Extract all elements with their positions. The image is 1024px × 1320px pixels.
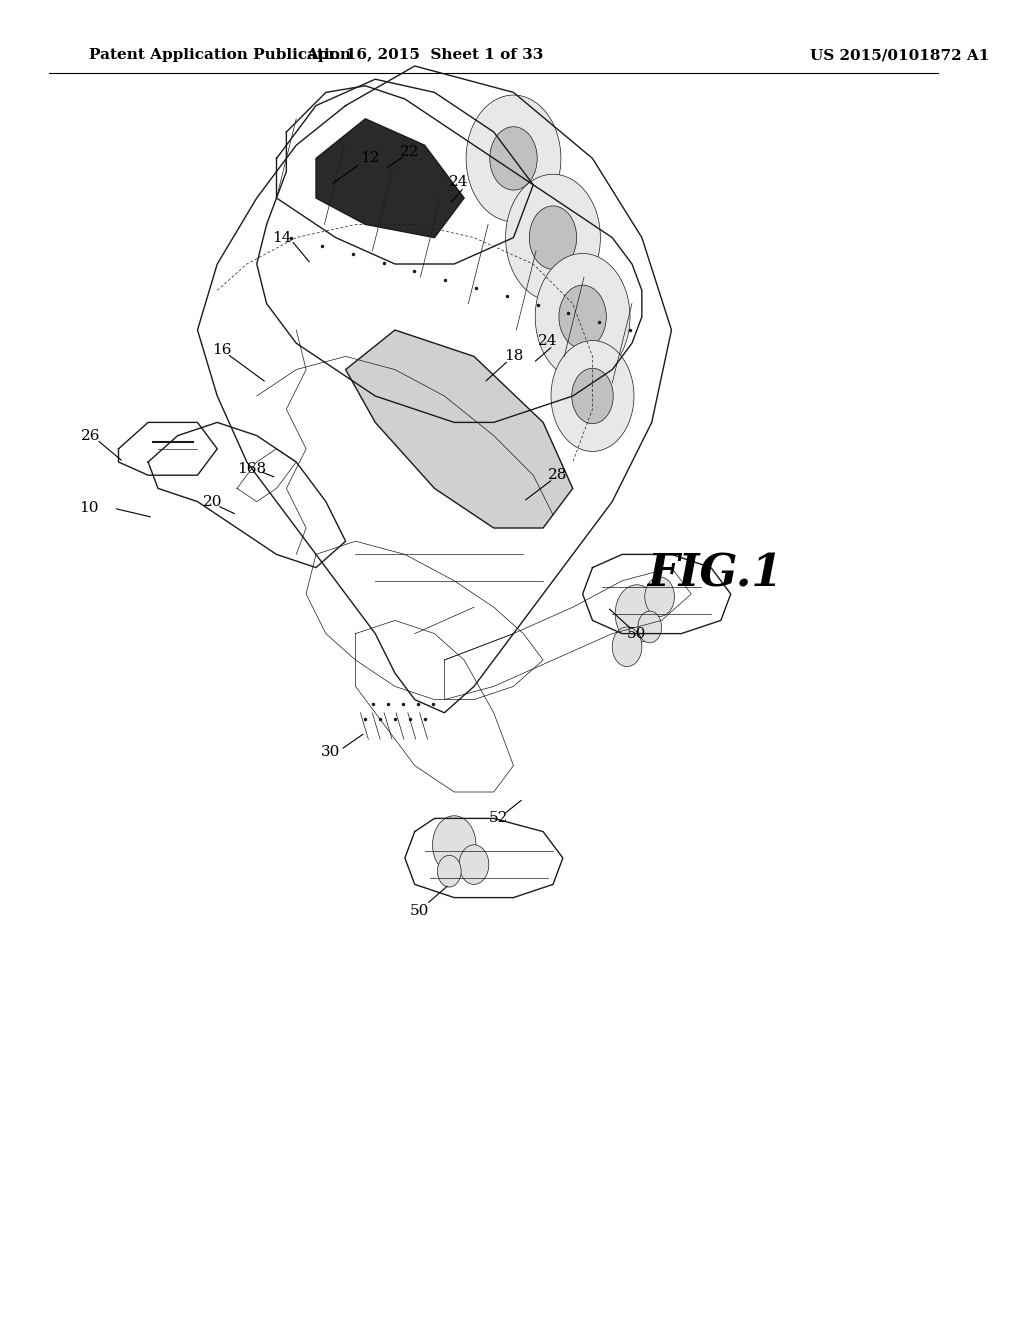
Text: FIG.1: FIG.1 [647, 553, 782, 595]
Text: 26: 26 [81, 429, 100, 442]
Text: 22: 22 [400, 145, 420, 158]
Circle shape [551, 341, 634, 451]
Text: 168: 168 [238, 462, 266, 475]
Circle shape [615, 585, 658, 643]
Circle shape [506, 174, 600, 301]
Text: 30: 30 [322, 746, 341, 759]
Text: 52: 52 [489, 812, 508, 825]
Circle shape [645, 577, 675, 616]
Text: 24: 24 [450, 176, 469, 189]
Circle shape [459, 845, 488, 884]
Text: US 2015/0101872 A1: US 2015/0101872 A1 [810, 49, 989, 62]
Text: Apr. 16, 2015  Sheet 1 of 33: Apr. 16, 2015 Sheet 1 of 33 [306, 49, 544, 62]
Circle shape [638, 611, 662, 643]
Circle shape [612, 627, 642, 667]
Polygon shape [316, 119, 464, 238]
Text: Patent Application Publication: Patent Application Publication [89, 49, 351, 62]
Circle shape [529, 206, 577, 269]
Circle shape [437, 855, 461, 887]
Circle shape [489, 127, 538, 190]
Text: 18: 18 [504, 350, 523, 363]
Circle shape [466, 95, 561, 222]
Text: 50: 50 [410, 904, 429, 917]
Text: 14: 14 [271, 231, 291, 244]
Polygon shape [346, 330, 572, 528]
Text: 20: 20 [203, 495, 222, 508]
Text: 16: 16 [212, 343, 231, 356]
Circle shape [432, 816, 476, 874]
Circle shape [536, 253, 630, 380]
Text: 10: 10 [79, 502, 98, 515]
Text: 24: 24 [539, 334, 558, 347]
Text: 50: 50 [628, 627, 646, 640]
Text: 12: 12 [360, 152, 380, 165]
Circle shape [571, 368, 613, 424]
Text: 28: 28 [548, 469, 567, 482]
Circle shape [559, 285, 606, 348]
